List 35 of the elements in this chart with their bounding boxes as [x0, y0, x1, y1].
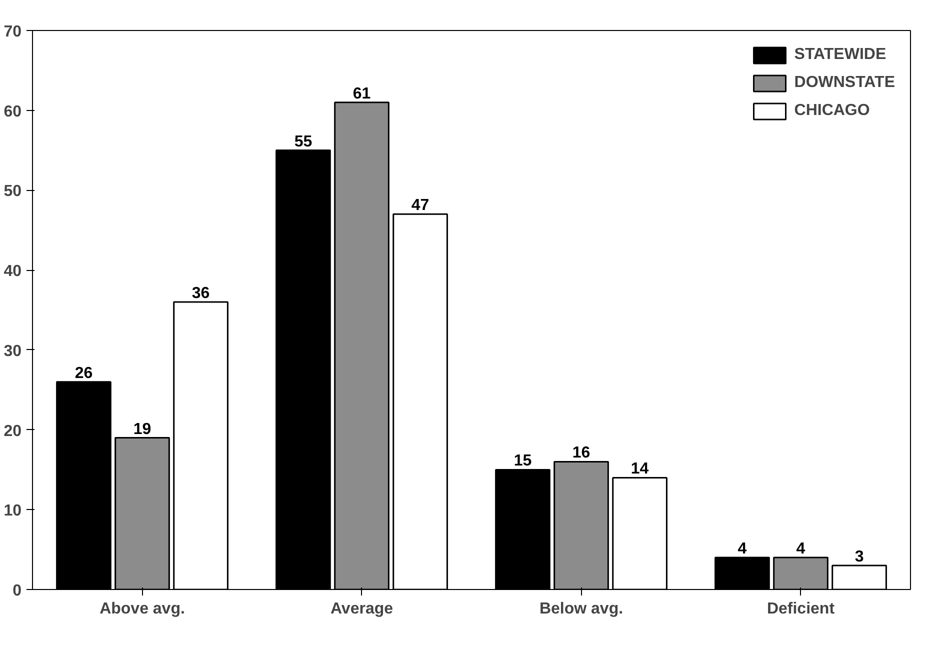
y-tick-label: 10: [4, 502, 22, 520]
bar: [495, 468, 550, 590]
data-label: 3: [854, 548, 864, 566]
data-label: 4: [738, 540, 747, 558]
data-label: 36: [192, 285, 210, 302]
data-label: 61: [352, 85, 371, 102]
data-label: 14: [630, 460, 649, 478]
legend-label: CHICAGO: [794, 102, 870, 120]
x-tick-label: Deficient: [766, 600, 836, 618]
y-tick-label: 20: [4, 422, 22, 440]
bar: [832, 564, 887, 590]
bar: [173, 301, 228, 590]
y-tick-label: 30: [4, 342, 22, 360]
bar: [392, 213, 448, 590]
bar: [276, 150, 331, 590]
x-tick-label: Above avg.: [100, 600, 185, 618]
bar: [612, 476, 668, 590]
bar: [714, 556, 770, 590]
data-label: 19: [133, 420, 152, 438]
legend-label: DOWNSTATE: [794, 74, 895, 92]
y-tick-label: 60: [4, 103, 22, 120]
data-label: 15: [514, 452, 532, 470]
x-tick-label: Average: [330, 600, 394, 618]
y-tick-label: 0: [12, 582, 22, 600]
data-label: 47: [411, 197, 430, 214]
x-tick-label: Below avg.: [539, 600, 624, 618]
bar: [56, 381, 112, 590]
y-tick-label: 50: [4, 183, 22, 200]
data-label: 16: [572, 444, 590, 462]
data-label: 4: [796, 540, 806, 558]
y-tick-label: 70: [4, 24, 22, 40]
y-tick-label: 40: [4, 263, 22, 280]
data-label: 26: [74, 364, 93, 382]
legend-label: STATEWIDE: [794, 46, 886, 64]
data-label: 55: [294, 133, 312, 150]
